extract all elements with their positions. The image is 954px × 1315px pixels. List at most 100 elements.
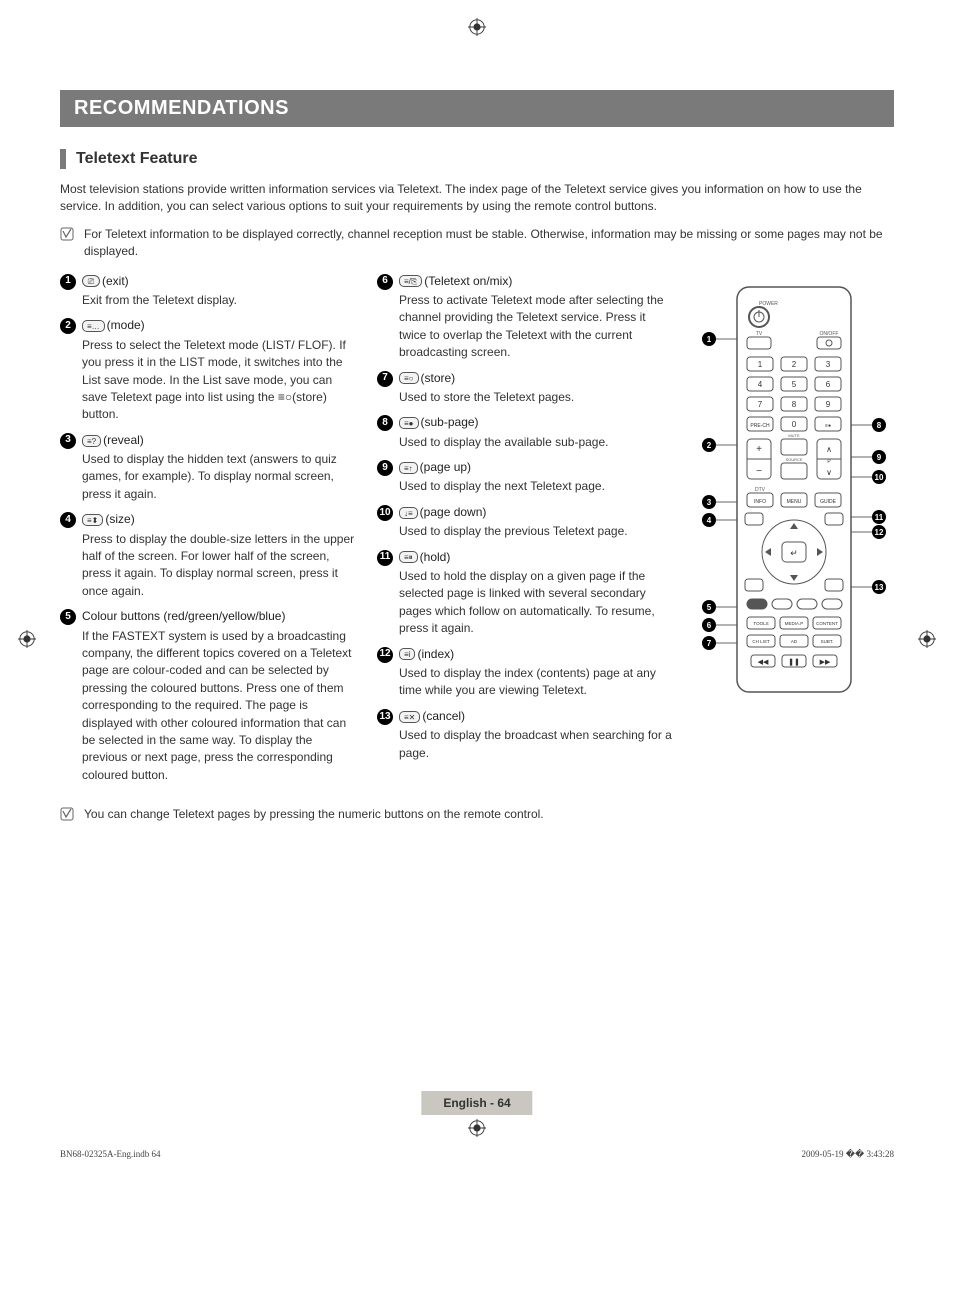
section-header: RECOMMENDATIONS xyxy=(60,90,894,127)
svg-text:DTV: DTV xyxy=(755,487,766,493)
svg-text:TV: TV xyxy=(756,331,763,337)
note-icon xyxy=(60,227,78,246)
note-row-2: You can change Teletext pages by pressin… xyxy=(60,806,894,826)
svg-text:CONTENT: CONTENT xyxy=(816,621,838,626)
bullet-2: 2 xyxy=(60,318,76,334)
svg-text:MUTE: MUTE xyxy=(788,433,800,438)
glyph-pagedown-icon: ↓≡ xyxy=(399,507,418,519)
item-12: 12 ≡i(index) Used to display the index (… xyxy=(377,646,674,700)
item-8-label: (sub-page) xyxy=(421,415,479,429)
item-1-desc: Exit from the Teletext display. xyxy=(82,292,357,309)
glyph-index-icon: ≡i xyxy=(399,648,415,660)
bullet-13: 13 xyxy=(377,709,393,725)
svg-text:11: 11 xyxy=(875,513,884,522)
item-12-desc: Used to display the index (contents) pag… xyxy=(399,665,674,700)
glyph-ttx-icon: ≡/⎘ xyxy=(399,275,422,287)
svg-text:6: 6 xyxy=(826,380,831,389)
svg-text:TOOLS: TOOLS xyxy=(753,621,768,626)
item-3: 3 ≡?(reveal) Used to display the hidden … xyxy=(60,432,357,504)
item-8: 8 ≡●(sub-page) Used to display the avail… xyxy=(377,414,674,451)
item-10: 10 ↓≡(page down) Used to display the pre… xyxy=(377,504,674,541)
item-4-label: (size) xyxy=(105,512,134,526)
item-9-label: (page up) xyxy=(420,460,471,474)
svg-text:3: 3 xyxy=(826,360,831,369)
svg-text:PRE-CH: PRE-CH xyxy=(750,423,770,429)
registration-mark-bottom xyxy=(468,1119,486,1142)
bullet-10: 10 xyxy=(377,505,393,521)
item-5-desc: If the FASTEXT system is used by a broad… xyxy=(82,628,357,785)
svg-text:5: 5 xyxy=(792,380,797,389)
glyph-mode-icon: ≡… xyxy=(82,320,105,332)
svg-text:8: 8 xyxy=(792,400,797,409)
svg-text:4: 4 xyxy=(758,380,763,389)
bullet-8: 8 xyxy=(377,415,393,431)
svg-text:9: 9 xyxy=(877,453,882,462)
svg-text:0: 0 xyxy=(792,420,797,429)
item-13: 13 ≡✕(cancel) Used to display the broadc… xyxy=(377,708,674,762)
item-10-desc: Used to display the previous Teletext pa… xyxy=(399,523,674,540)
glyph-reveal-icon: ≡? xyxy=(82,435,101,447)
item-1-label: (exit) xyxy=(102,274,129,288)
bullet-6: 6 xyxy=(377,274,393,290)
svg-text:9: 9 xyxy=(826,400,831,409)
svg-text:+: + xyxy=(756,444,762,455)
item-6: 6 ≡/⎘(Teletext on/mix) Press to activate… xyxy=(377,273,674,362)
svg-text:∨: ∨ xyxy=(826,468,832,477)
svg-text:12: 12 xyxy=(875,528,884,537)
svg-text:1: 1 xyxy=(707,335,712,344)
note-icon-2 xyxy=(60,807,78,826)
svg-text:❚❚: ❚❚ xyxy=(788,658,800,666)
svg-text:7: 7 xyxy=(758,400,763,409)
item-12-label: (index) xyxy=(417,647,454,661)
note-text-2: You can change Teletext pages by pressin… xyxy=(84,806,544,823)
item-13-desc: Used to display the broadcast when searc… xyxy=(399,727,674,762)
note-text-1: For Teletext information to be displayed… xyxy=(84,226,894,261)
svg-text:AD: AD xyxy=(791,639,798,644)
svg-text:▶▶: ▶▶ xyxy=(820,659,831,666)
svg-text:SUBT.: SUBT. xyxy=(821,639,834,644)
item-7-label: (store) xyxy=(421,371,456,385)
bullet-7: 7 xyxy=(377,371,393,387)
item-2: 2 ≡…(mode) Press to select the Teletext … xyxy=(60,317,357,423)
svg-text:2: 2 xyxy=(792,360,797,369)
svg-text:5: 5 xyxy=(707,603,712,612)
print-footer-left: BN68-02325A-Eng.indb 64 xyxy=(60,1149,161,1160)
glyph-exit-icon: ⎚ xyxy=(82,275,100,287)
item-7-desc: Used to store the Teletext pages. xyxy=(399,389,674,406)
svg-text:ON/OFF: ON/OFF xyxy=(820,331,839,337)
bullet-3: 3 xyxy=(60,433,76,449)
item-3-label: (reveal) xyxy=(103,433,144,447)
print-footer-right: 2009-05-19 �� 3:43:28 xyxy=(802,1149,894,1160)
remote-svg-icon: 1 2 3 4 5 6 7 xyxy=(699,277,889,707)
svg-text:2: 2 xyxy=(707,441,712,450)
item-8-desc: Used to display the available sub-page. xyxy=(399,434,674,451)
item-6-desc: Press to activate Teletext mode after se… xyxy=(399,292,674,362)
item-2-label: (mode) xyxy=(107,318,145,332)
bullet-4: 4 xyxy=(60,512,76,528)
svg-text:1: 1 xyxy=(758,360,763,369)
bullet-9: 9 xyxy=(377,460,393,476)
item-1: 1 ⎚(exit) Exit from the Teletext display… xyxy=(60,273,357,310)
subsection-bar-icon xyxy=(60,149,66,169)
bullet-12: 12 xyxy=(377,647,393,663)
item-5-label: Colour buttons (red/green/yellow/blue) xyxy=(82,609,285,623)
item-13-label: (cancel) xyxy=(422,709,465,723)
svg-text:MEDIA.P: MEDIA.P xyxy=(785,621,804,626)
item-4: 4 ≡⬍(size) Press to display the double-s… xyxy=(60,511,357,600)
svg-text:↵: ↵ xyxy=(790,548,798,558)
intro-paragraph: Most television stations provide written… xyxy=(60,181,894,216)
bullet-5: 5 xyxy=(60,609,76,625)
bullet-11: 11 xyxy=(377,550,393,566)
svg-text:SOURCE: SOURCE xyxy=(785,457,802,462)
svg-text:6: 6 xyxy=(707,621,712,630)
bullet-1: 1 xyxy=(60,274,76,290)
glyph-subpage-icon: ≡● xyxy=(399,417,419,429)
svg-text:7: 7 xyxy=(707,639,712,648)
page-footer: English - 64 xyxy=(421,1091,532,1115)
item-11-desc: Used to hold the display on a given page… xyxy=(399,568,674,638)
svg-text:◀◀: ◀◀ xyxy=(758,659,769,666)
svg-text:GUIDE: GUIDE xyxy=(820,499,837,505)
svg-text:POWER: POWER xyxy=(759,301,778,307)
svg-text:∧: ∧ xyxy=(826,445,832,454)
svg-text:CH LIST: CH LIST xyxy=(752,639,770,644)
